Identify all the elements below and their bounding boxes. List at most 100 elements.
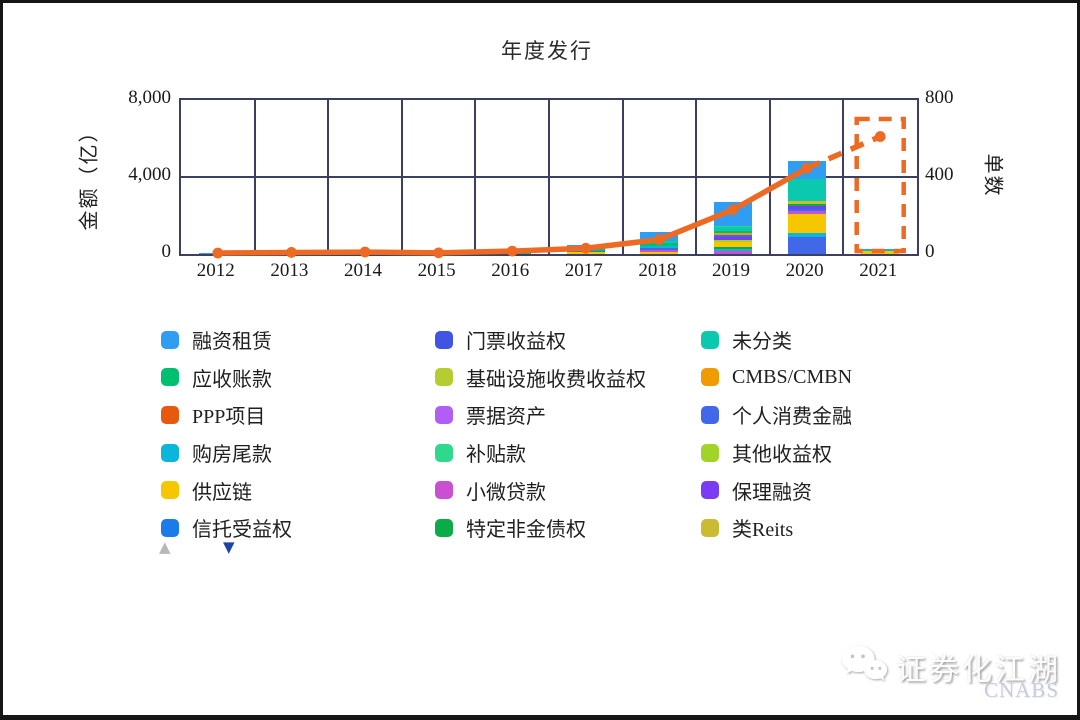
legend-item-label: 基础设施收费收益权 bbox=[466, 368, 646, 391]
legend-item-个人消费金融[interactable]: 个人消费金融 bbox=[701, 396, 941, 434]
legend-item-label: 未分类 bbox=[732, 331, 792, 354]
legend-color-swatch bbox=[435, 443, 453, 462]
bar-segment-2019 bbox=[714, 248, 752, 251]
x-axis-label-2016: 2016 bbox=[491, 260, 530, 281]
left-axis-tick: 8,000 bbox=[128, 87, 171, 108]
x-axis-label-2020: 2020 bbox=[785, 260, 824, 281]
bar-segment-2020 bbox=[787, 208, 826, 212]
x-axis-label-2021: 2021 bbox=[859, 260, 898, 281]
legend-item-保理融资[interactable]: 保理融资 bbox=[701, 471, 941, 509]
legend-item-应收账款[interactable]: 应收账款 bbox=[161, 359, 435, 397]
legend-color-swatch bbox=[701, 368, 719, 387]
bar-segment-2019 bbox=[714, 233, 752, 235]
x-axis-label-2015: 2015 bbox=[417, 260, 456, 281]
legend-item-购房尾款[interactable]: 购房尾款 bbox=[161, 434, 435, 472]
legend-color-swatch bbox=[435, 405, 453, 424]
x-axis-label-2018: 2018 bbox=[638, 260, 677, 281]
bar-segment-2020 bbox=[787, 211, 826, 214]
legend-color-swatch bbox=[435, 481, 453, 500]
legend: 融资租赁 门票收益权 未分类应收账款 基础设施收费收益权 CMBS/CMBN PPP项目 票… bbox=[161, 321, 941, 547]
bar-segment-2018 bbox=[640, 251, 679, 254]
line-marker-2012 bbox=[212, 247, 224, 259]
legend-color-swatch bbox=[701, 443, 719, 462]
legend-item-CMBS/CMBN[interactable]: CMBS/CMBN bbox=[701, 359, 941, 397]
legend-item-label: 小微贷款 bbox=[466, 481, 546, 504]
chart-title: 年度发行 bbox=[501, 39, 593, 63]
line-marker-2017 bbox=[580, 242, 592, 254]
line-marker-2014 bbox=[359, 246, 371, 258]
bar-segment-2020 bbox=[787, 203, 826, 207]
bar-segment-2019 bbox=[714, 250, 752, 254]
legend-color-swatch bbox=[161, 368, 179, 387]
legend-item-其他收益权[interactable]: 其他收益权 bbox=[701, 434, 941, 472]
issuance-count-line-forecast bbox=[805, 134, 882, 171]
line-marker-2021 bbox=[874, 131, 886, 142]
bar-segment-2019 bbox=[714, 237, 752, 240]
legend-item-label: 供应链 bbox=[192, 481, 252, 504]
legend-item-PPP项目[interactable]: PPP项目 bbox=[161, 396, 435, 434]
right-axis-tick: 0 bbox=[925, 241, 935, 262]
plot-area bbox=[179, 98, 919, 259]
legend-item-label: 应收账款 bbox=[192, 368, 272, 391]
left-axis-tick: 4,000 bbox=[128, 164, 171, 185]
issuance-count-line bbox=[215, 165, 810, 256]
legend-color-swatch bbox=[701, 405, 719, 424]
legend-item-label: 其他收益权 bbox=[732, 444, 832, 467]
legend-item-供应链[interactable]: 供应链 bbox=[161, 471, 435, 509]
legend-scroll-down-icon[interactable]: ▼ bbox=[223, 538, 235, 556]
bar-segment-2020 bbox=[787, 206, 826, 209]
bar-segment-2019 bbox=[714, 246, 752, 249]
line-marker-2016 bbox=[506, 245, 518, 257]
line-marker-2019 bbox=[727, 204, 739, 216]
legend-item-基础设施收费收益权[interactable]: 基础设施收费收益权 bbox=[435, 359, 701, 397]
legend-color-swatch bbox=[435, 330, 453, 349]
legend-item-label: 类Reits bbox=[732, 519, 794, 542]
legend-item-融资租赁[interactable]: 融资租赁 bbox=[161, 321, 435, 359]
legend-item-label: 个人消费金融 bbox=[732, 406, 852, 429]
legend-item-label: PPP项目 bbox=[192, 406, 266, 429]
line-marker-2020 bbox=[801, 162, 812, 174]
legend-color-swatch bbox=[701, 481, 719, 500]
legend-item-小微贷款[interactable]: 小微贷款 bbox=[435, 471, 701, 509]
legend-item-label: 门票收益权 bbox=[466, 331, 566, 354]
right-axis-title: 单数 bbox=[975, 98, 1015, 252]
legend-scroll-up-icon[interactable]: ▲ bbox=[159, 538, 171, 556]
bar-segment-2020 bbox=[787, 236, 826, 254]
legend-item-label: 补贴款 bbox=[466, 444, 526, 467]
bar-segment-2018 bbox=[640, 248, 679, 250]
right-axis-tick: 400 bbox=[925, 164, 954, 185]
legend-color-swatch bbox=[701, 330, 719, 349]
line-marker-2015 bbox=[433, 247, 444, 259]
left-axis-tick: 0 bbox=[161, 241, 172, 262]
bar-segment-2020 bbox=[787, 233, 826, 237]
legend-item-label: CMBS/CMBN bbox=[732, 365, 853, 388]
wechat-chat-bubbles-icon bbox=[840, 643, 888, 690]
x-axis-label-2017: 2017 bbox=[564, 260, 603, 281]
x-axis-label-2014: 2014 bbox=[344, 260, 382, 281]
legend-item-label: 购房尾款 bbox=[192, 444, 272, 467]
legend-item-label: 票据资产 bbox=[466, 406, 546, 429]
bar-segment-2019 bbox=[714, 241, 752, 247]
bar-segment-2019 bbox=[714, 230, 752, 234]
legend-item-门票收益权[interactable]: 门票收益权 bbox=[435, 321, 701, 359]
right-axis-title-text: 单数 bbox=[981, 153, 1004, 197]
bar-segment-2019 bbox=[714, 234, 752, 238]
legend-item-信托受益权[interactable]: 信托受益权 bbox=[161, 509, 435, 547]
cnabs-logo-text: CNABS bbox=[983, 678, 1059, 702]
legend-color-swatch bbox=[435, 518, 453, 537]
legend-item-label: 特定非金债权 bbox=[466, 519, 586, 542]
legend-item-补贴款[interactable]: 补贴款 bbox=[435, 434, 701, 472]
highlight-2021-dashed-box bbox=[854, 116, 906, 254]
legend-item-未分类[interactable]: 未分类 bbox=[701, 321, 941, 359]
legend-color-swatch bbox=[161, 405, 179, 424]
watermark-brand-text: 证券化江湖 bbox=[896, 653, 1061, 687]
right-axis-tick: 800 bbox=[925, 87, 954, 108]
bar-segment-2018 bbox=[640, 246, 679, 249]
legend-item-特定非金债权[interactable]: 特定非金债权 bbox=[435, 509, 701, 547]
x-axis-label-2012: 2012 bbox=[196, 260, 235, 281]
legend-item-类Reits[interactable]: 类Reits bbox=[701, 509, 941, 547]
bar-segment-2019 bbox=[714, 239, 752, 242]
bar-segment-2019 bbox=[714, 225, 752, 228]
legend-item-票据资产[interactable]: 票据资产 bbox=[435, 396, 701, 434]
legend-color-swatch bbox=[701, 518, 719, 537]
